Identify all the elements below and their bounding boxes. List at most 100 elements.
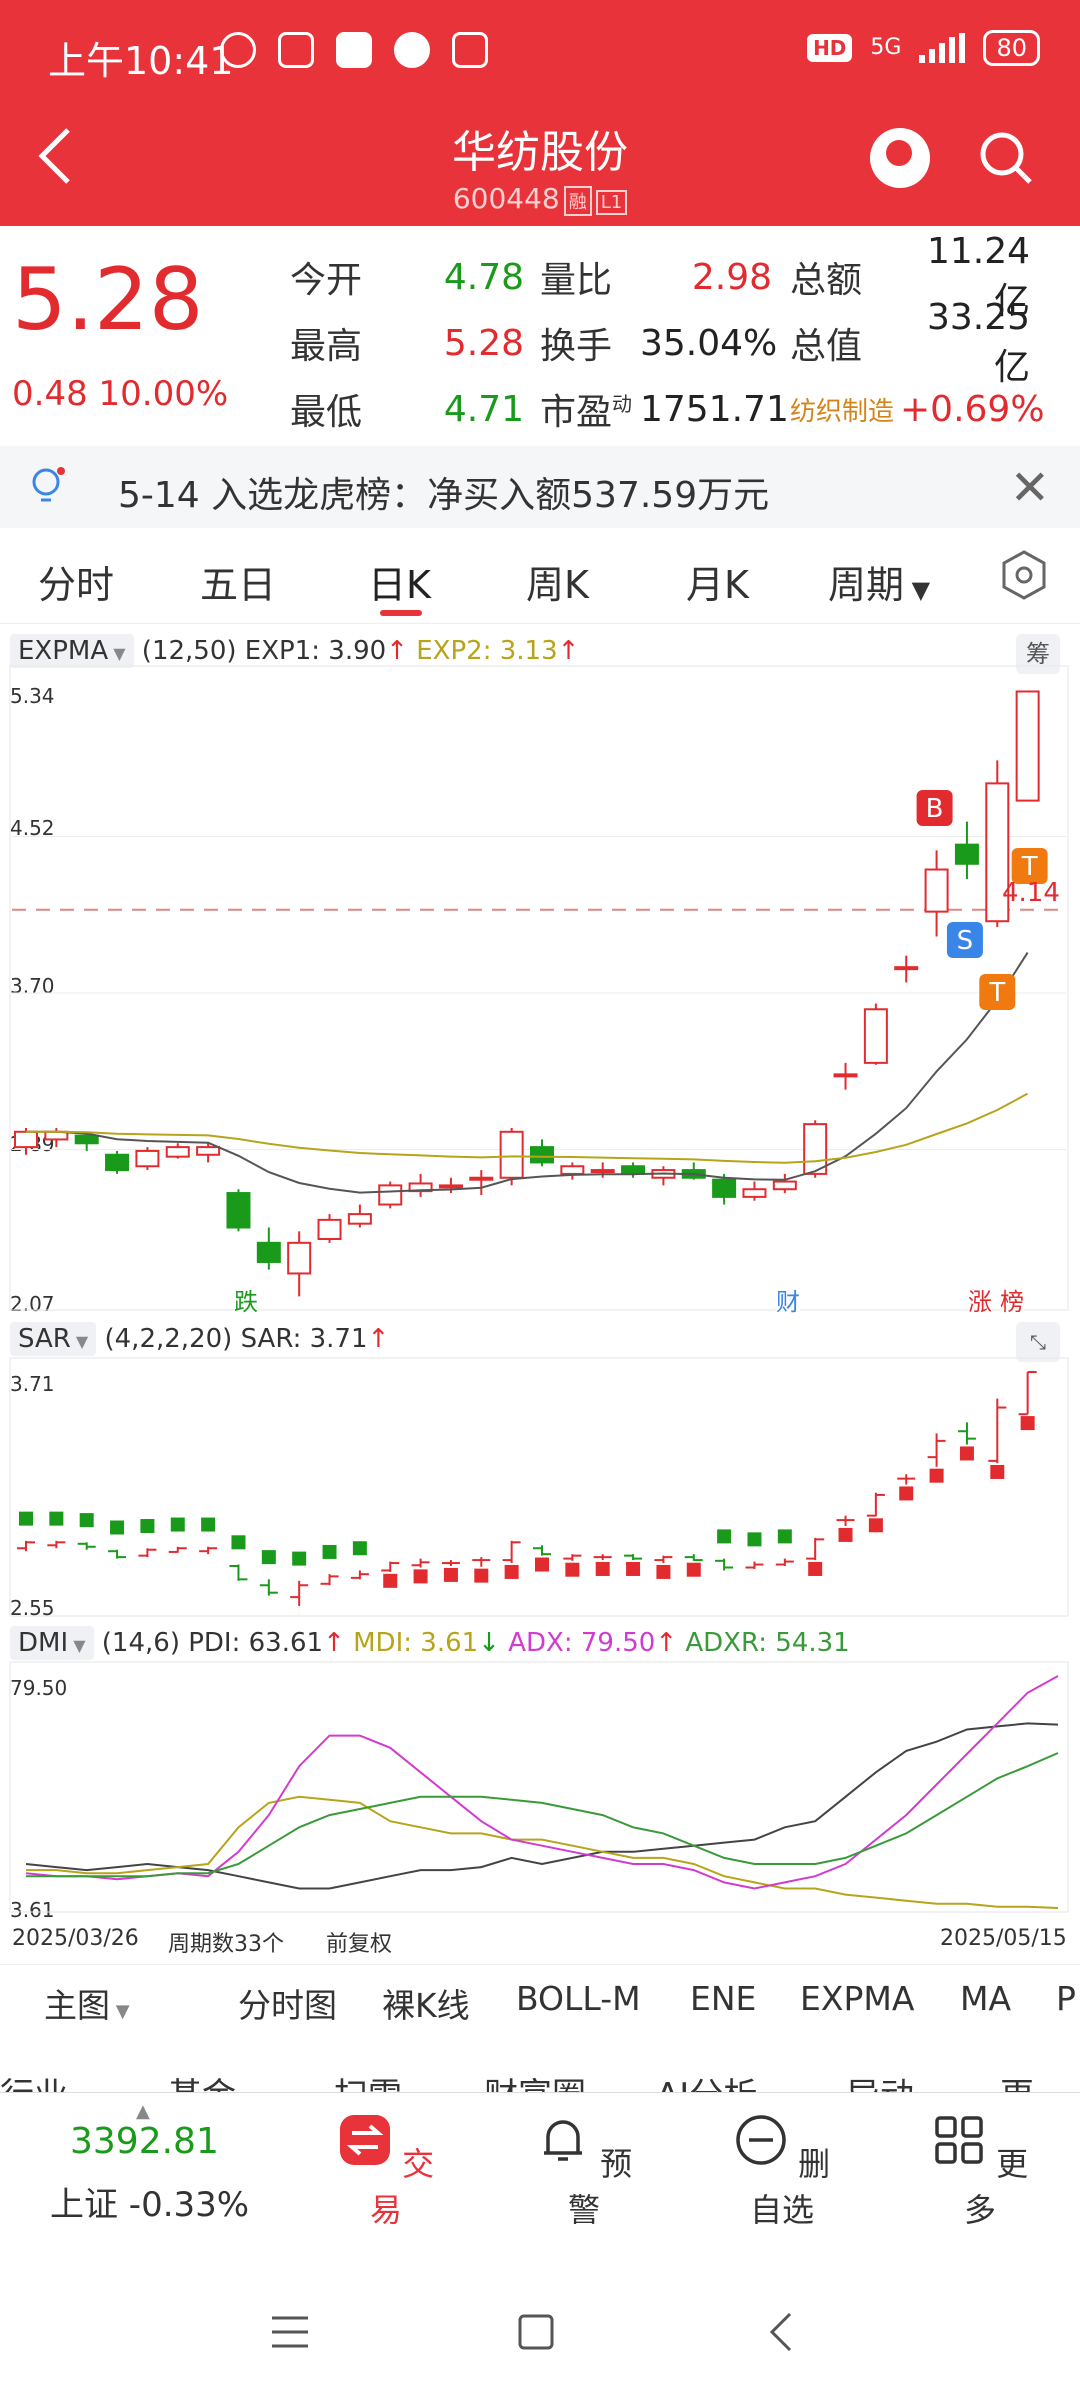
tab-five-day[interactable]: 五日 (200, 563, 277, 607)
trade-icon (339, 2115, 390, 2165)
t-marker[interactable]: T (979, 974, 1016, 1010)
sell-marker-bg (946, 922, 983, 958)
sell-marker[interactable]: S (946, 922, 983, 958)
quote-value: 2.98 (691, 256, 772, 298)
settings-hexagon-icon[interactable] (1000, 548, 1048, 602)
nav-trade[interactable]: 交易 (326, 2113, 446, 2231)
tab-daily-k[interactable]: 日K (368, 563, 431, 607)
peek-item[interactable]: AI分析 (656, 2068, 757, 2092)
down-arrow-icon: ↓ (478, 1628, 500, 1658)
home-icon[interactable] (518, 2314, 554, 2350)
margin-badge: 融 (563, 186, 592, 216)
nav-alert[interactable]: 预警 (524, 2113, 644, 2231)
sell-marker-text: S (957, 926, 974, 956)
nav-remove-watchlist[interactable]: 删自选 (722, 2113, 842, 2231)
sector-label[interactable]: 纺织制造 (790, 396, 895, 427)
sar-dot (140, 1519, 155, 1534)
expand-icon[interactable]: ⤡ (1016, 1322, 1060, 1362)
tab-period[interactable]: 周期 ▼ (828, 554, 930, 609)
assistant-mascot-icon[interactable] (870, 128, 930, 188)
sar-layer (17, 1371, 1037, 1606)
main-params: (12,50) (141, 636, 237, 666)
caret-down-icon: ▼ (108, 644, 126, 663)
peek-item[interactable]: 扫雷 (334, 2068, 402, 2092)
date-start: 2025/03/26 (12, 1926, 139, 1951)
peek-item[interactable]: 财富圈 (484, 2068, 586, 2092)
indicator-naked-k[interactable]: 裸K线 (382, 1986, 470, 2025)
index-label[interactable]: 上证 -0.33% (50, 2185, 250, 2225)
back-button[interactable] (36, 124, 96, 204)
sar-dot (717, 1529, 732, 1544)
minus-circle-icon (736, 2115, 786, 2165)
t-marker-2[interactable]: T (1011, 848, 1048, 884)
back-icon[interactable] (768, 2312, 794, 2352)
battery-icon: 80 (983, 30, 1040, 66)
peek-item[interactable]: 异动 (846, 2068, 914, 2092)
menu-icon[interactable] (270, 2314, 310, 2350)
candle-body (985, 782, 1010, 923)
sar-dot (656, 1564, 671, 1579)
status-right: HD 5G 80 (807, 30, 1040, 66)
peek-item[interactable]: 更 (1000, 2068, 1034, 2092)
peek-item[interactable]: 基金 (168, 2068, 236, 2092)
event-label-finance[interactable]: 财 (776, 1282, 800, 1317)
notice-bar[interactable]: 5-14 入选龙虎榜：净买入额537.59万元 ✕ (0, 446, 1080, 528)
sar-dot (990, 1464, 1005, 1479)
event-label-list[interactable]: 榜 (1000, 1282, 1024, 1317)
tab-weekly-k[interactable]: 周K (526, 563, 589, 607)
dmi-adxr-line (26, 1752, 1059, 1878)
sar-dot (565, 1562, 580, 1577)
t-marker-2-text: T (1021, 852, 1038, 882)
tab-monthly-k[interactable]: 月K (686, 563, 749, 607)
up-arrow-icon: ↑ (386, 636, 408, 666)
main-chart-select[interactable]: 主图 ▼ (44, 1979, 130, 2027)
nav-trade-label: 交易 (369, 2145, 435, 2229)
main-chart-select-label: 主图 (44, 1986, 110, 2025)
t-marker-2-bg (1011, 848, 1048, 884)
quote-label: 最高 (290, 326, 363, 367)
adjust-mode[interactable]: 前复权 (326, 1932, 393, 1957)
caret-up-icon: ▲ (136, 2101, 150, 2122)
quote-value: 5.28 (443, 322, 524, 364)
candle-body (105, 1153, 130, 1172)
indicator-more[interactable]: P (1056, 1979, 1076, 2018)
dmi-indicator-select[interactable]: DMI ▼ (10, 1626, 94, 1660)
sar-indicator-select[interactable]: SAR ▼ (10, 1322, 97, 1356)
indicator-ma[interactable]: MA (960, 1979, 1012, 2018)
sar-y-label: 3.71 (10, 1372, 55, 1396)
candle-body (590, 1169, 615, 1174)
quote-grid: 今开 4.78 量比 2.98 总额 11.24亿 最高 5.28 换手 35.… (290, 231, 1070, 442)
stock-name: 华纺股份 (452, 127, 628, 178)
sar-dot (747, 1532, 762, 1547)
event-label-fall[interactable]: 跌 (234, 1282, 258, 1317)
pe-label: 市盈 (540, 392, 613, 433)
quote-label: 量比 (540, 260, 613, 301)
adx-value: ADX: 79.50 (508, 1628, 656, 1658)
candle-body (347, 1213, 372, 1225)
indicator-ene[interactable]: ENE (690, 1979, 757, 2018)
chevron-left-icon (38, 128, 70, 184)
sar-dot (959, 1446, 974, 1461)
dmi-mdi-line (26, 1795, 1059, 1909)
indicator-intraday[interactable]: 分时图 (238, 1986, 337, 2025)
search-button[interactable] (978, 130, 1034, 186)
indicator-expma[interactable]: EXPMA (800, 1979, 915, 2018)
date-end: 2025/05/15 (940, 1926, 1067, 1951)
dmi-y-label: 3.61 (10, 1898, 55, 1922)
main-indicator-select[interactable]: EXPMA ▼ (10, 634, 134, 668)
chip-distribution-button[interactable]: 筹 (1016, 634, 1060, 674)
dmi-indicator-name: DMI (18, 1628, 69, 1658)
close-icon[interactable]: ✕ (1009, 460, 1050, 516)
alarm-icon (220, 32, 256, 68)
buy-marker[interactable]: B (916, 790, 953, 826)
sar-dot (19, 1511, 33, 1526)
index-value[interactable]: 3392.81 (70, 2121, 219, 2162)
event-label-limit-up[interactable]: 涨 (968, 1282, 992, 1317)
peek-item[interactable]: 行业 (0, 2068, 68, 2092)
tab-intraday[interactable]: 分时 (38, 563, 115, 607)
nav-more-label: 更多 (963, 2145, 1029, 2229)
indicator-boll-m[interactable]: BOLL-M (516, 1979, 641, 2018)
nav-more[interactable]: 更多 (920, 2113, 1040, 2231)
status-bar: 上午10:41 HD 5G 80 (0, 0, 1080, 106)
